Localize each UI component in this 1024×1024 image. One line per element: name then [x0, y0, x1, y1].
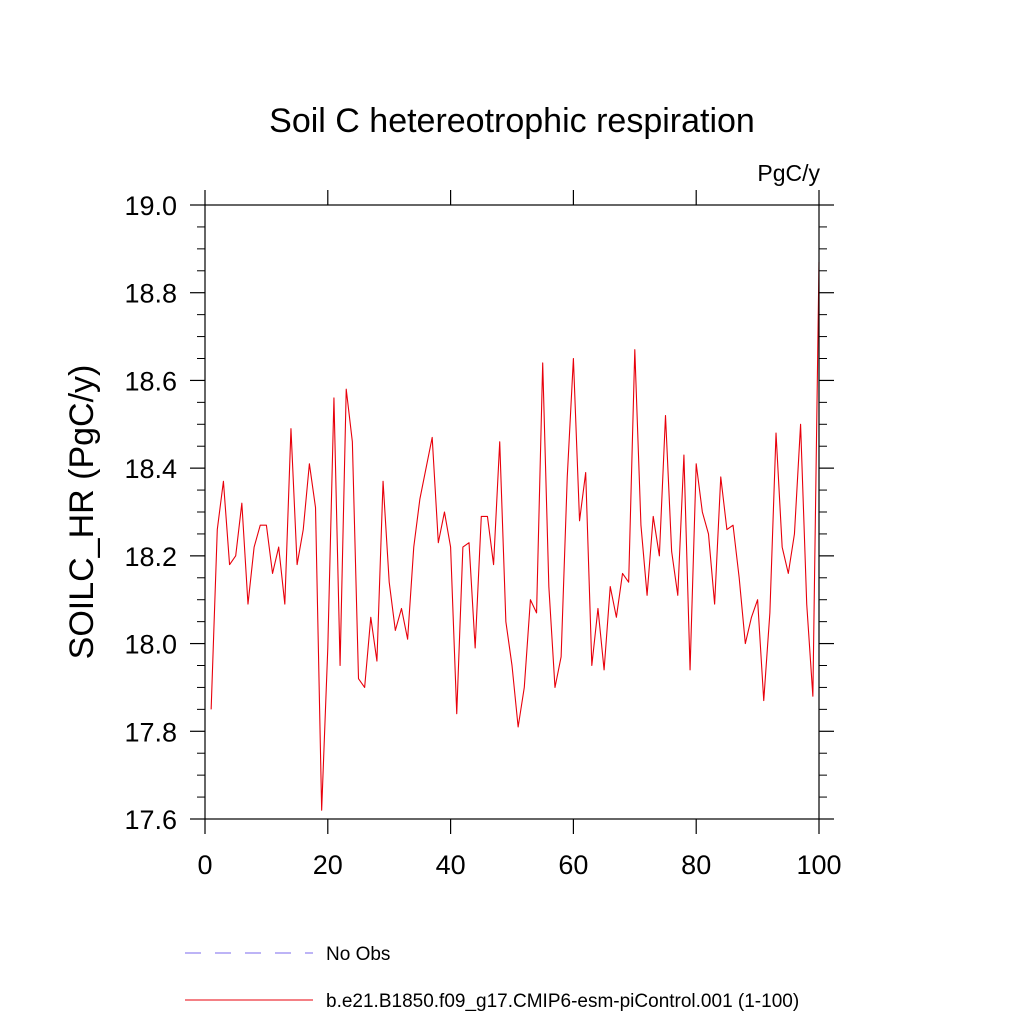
- x-tick-label: 60: [558, 850, 588, 880]
- y-tick-label: 18.6: [124, 366, 177, 396]
- axis-ticks: 0 20 40 60 80 100 17.6 17.8 18.0 18.2 18.4 18.6 18.8…: [124, 190, 842, 880]
- x-tick-label: 40: [436, 850, 466, 880]
- series-line: [210, 262, 820, 811]
- x-tick-label: 80: [681, 850, 711, 880]
- plot-frame: [204, 204, 820, 820]
- chart-title: Soil C hetereotrophic respiration: [269, 102, 755, 140]
- y-tick-label: 18.0: [124, 630, 177, 660]
- units-label: PgC/y: [757, 160, 820, 186]
- y-tick-label: 17.6: [124, 805, 177, 835]
- y-tick-label: 19.0: [124, 191, 177, 221]
- y-tick-label: 17.8: [124, 717, 177, 747]
- legend-label: b.e21.B1850.f09_g17.CMIP6-esm-piControl.…: [326, 991, 799, 1012]
- x-tick-label: 20: [313, 850, 343, 880]
- legend-label: No Obs: [326, 944, 390, 965]
- legend: No Obs b.e21.B1850.f09_g17.CMIP6-esm-piCo…: [185, 944, 799, 1012]
- y-tick-label: 18.2: [124, 542, 177, 572]
- y-tick-label: 18.4: [124, 454, 177, 484]
- y-tick-label: 18.8: [124, 279, 177, 309]
- x-tick-label: 100: [796, 850, 841, 880]
- x-tick-label: 0: [197, 850, 212, 880]
- series-lines: [210, 262, 820, 811]
- y-axis-title: SOILC_HR (PgC/y): [63, 365, 101, 660]
